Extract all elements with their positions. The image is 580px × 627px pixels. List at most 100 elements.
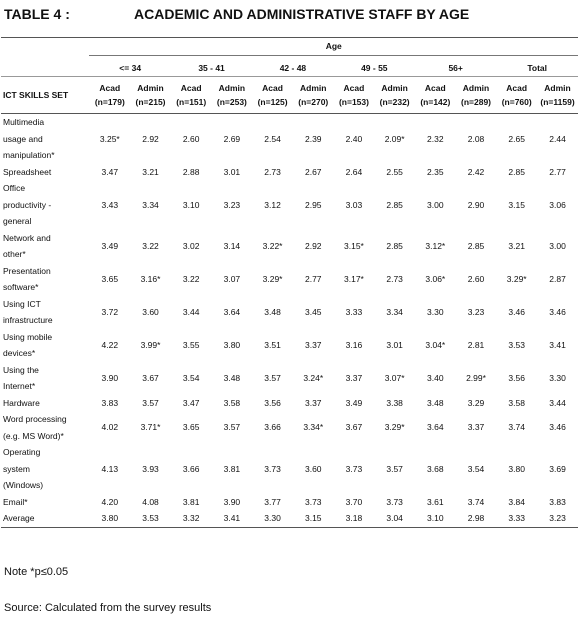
column-header-line: (n=289) <box>461 97 492 107</box>
value-cell: 2.39 <box>304 133 322 144</box>
value-cell: 3.65 <box>101 273 119 284</box>
value-cell: 3.90 <box>223 496 241 507</box>
header-row: ICT SKILLS SET Acad (n=179) Admin (n=215) Aca… <box>1 76 578 114</box>
value-cell: 3.73 <box>264 463 281 474</box>
column-header-line: Acad <box>343 83 365 93</box>
data-table: Age <= 34 35 - 41 42 - 48 49 - 55 56+ Total ICT… <box>1 37 578 528</box>
column-header-line: (n=232) <box>379 97 410 107</box>
table-number: TABLE 4 : <box>4 6 70 22</box>
value-cell: 3.44 <box>182 306 200 317</box>
value-cell: 3.74 <box>467 496 485 507</box>
value-cell: 2.77 <box>549 166 566 177</box>
value-cell: 3.80 <box>508 463 525 474</box>
group-header: 42 - 48 <box>252 55 334 77</box>
value-cell: 3.41 <box>211 510 253 528</box>
value-cell: 3.70 <box>345 496 363 507</box>
value-cell: 3.69 <box>549 463 566 474</box>
value-cell: 2.64 <box>345 166 363 177</box>
value-cell: 3.71* <box>140 422 161 433</box>
value-cell: 3.57 <box>142 397 159 408</box>
column-header-line: Admin <box>218 83 246 93</box>
column-header-line: (n=215) <box>135 97 166 107</box>
value-cell: 3.03 <box>345 199 363 210</box>
value-cell: 2.88 <box>182 166 200 177</box>
value-cell: 3.83 <box>101 397 119 408</box>
row-label-line: Using mobile <box>3 331 53 342</box>
data-row: Presentation software* 3.65 3.16* 3.22 3.07 3.… <box>1 263 578 296</box>
value-cell: 3.37 <box>304 339 322 350</box>
value-cell: 3.16 <box>345 339 363 350</box>
value-cell: 3.04* <box>425 339 446 350</box>
cell <box>1 55 90 77</box>
value-cell: 3.45 <box>304 306 322 317</box>
value-cell: 2.73 <box>386 273 403 284</box>
row-label-line: infrastructure <box>3 315 53 325</box>
value-cell: 3.04 <box>374 510 415 528</box>
header-row: <= 34 35 - 41 42 - 48 49 - 55 56+ Total <box>1 55 578 77</box>
row-label: Network and other* <box>1 230 89 263</box>
value-cell: 3.06 <box>549 199 566 210</box>
row-label-line: Average <box>3 513 35 523</box>
value-cell: 2.95 <box>304 199 322 210</box>
value-cell: 3.99* <box>140 339 161 350</box>
column-header-line: (n=1159) <box>540 97 575 107</box>
value-cell: 3.60 <box>142 306 159 317</box>
value-cell: 3.29* <box>262 273 283 284</box>
row-label-line: devices* <box>3 348 36 358</box>
value-cell: 3.15* <box>344 240 364 251</box>
value-cell: 2.55 <box>386 166 403 177</box>
group-header: 56+ <box>414 55 497 77</box>
value-cell: 2.09* <box>384 133 405 144</box>
value-cell: 3.22 <box>182 273 200 284</box>
row-label-line: Word processing <box>3 414 67 424</box>
value-cell: 3.49 <box>345 397 363 408</box>
value-cell: 3.30 <box>549 372 566 383</box>
value-cell: 3.46 <box>549 306 566 317</box>
value-cell: 3.22 <box>142 240 159 251</box>
value-cell: 3.46 <box>508 306 525 317</box>
value-cell: 3.16* <box>140 273 161 284</box>
value-cell: 3.33 <box>496 510 538 528</box>
row-label: Using ICT infrastructure <box>1 296 89 329</box>
value-cell: 2.85 <box>508 166 525 177</box>
column-header: Acad (n=151) <box>170 76 212 114</box>
row-label: Presentation software* <box>1 263 89 296</box>
row-label-line: Using ICT <box>3 298 41 309</box>
data-row: Network and other* 3.49 3.22 3.02 3.14 3.22* 2.… <box>1 230 578 263</box>
column-header-line: (n=270) <box>298 97 329 107</box>
value-cell: 4.02 <box>101 422 119 433</box>
column-header: Acad (n=153) <box>333 76 375 114</box>
value-cell: 3.34 <box>142 199 159 210</box>
column-header: Acad (n=179) <box>89 76 131 114</box>
value-cell: 3.23 <box>467 306 485 317</box>
value-cell: 3.90 <box>101 372 119 383</box>
value-cell: 3.65 <box>182 422 200 433</box>
value-cell: 2.65 <box>508 133 525 144</box>
row-label: Spreadsheet <box>1 164 89 181</box>
value-cell: 2.54 <box>264 133 281 144</box>
value-cell: 2.92 <box>142 133 159 144</box>
data-row: Using the Internet* 3.90 3.67 3.54 3.48 3.57 3.… <box>1 362 578 395</box>
value-cell: 3.00 <box>549 240 566 251</box>
value-cell: 3.61 <box>427 496 444 507</box>
value-cell: 3.51 <box>264 339 281 350</box>
value-cell: 2.67 <box>304 166 322 177</box>
value-cell: 3.73 <box>345 463 363 474</box>
row-label-line: Multimedia <box>3 117 45 127</box>
value-cell: 3.48 <box>264 306 281 317</box>
column-header-line: Admin <box>381 83 408 93</box>
table-body: Age <= 34 35 - 41 42 - 48 49 - 55 56+ Total ICT… <box>1 37 578 528</box>
row-label-line: other* <box>3 249 26 259</box>
value-cell: 2.77 <box>304 273 322 284</box>
value-cell: 3.47 <box>182 397 200 408</box>
value-cell: 3.57 <box>223 422 241 433</box>
value-cell: 3.72 <box>101 306 119 317</box>
value-cell: 3.58 <box>508 397 525 408</box>
value-cell: 3.18 <box>333 510 375 528</box>
column-header-line: (n=760) <box>501 97 532 107</box>
value-cell: 3.23 <box>537 510 578 528</box>
table-caption: ACADEMIC AND ADMINISTRATIVE STAFF BY AGE <box>134 6 470 22</box>
value-cell: 3.25* <box>99 133 120 144</box>
data-row: Multimedia usage and manipulation* 3.25* 2.9… <box>1 114 578 164</box>
column-header-line: (n=253) <box>216 97 247 107</box>
